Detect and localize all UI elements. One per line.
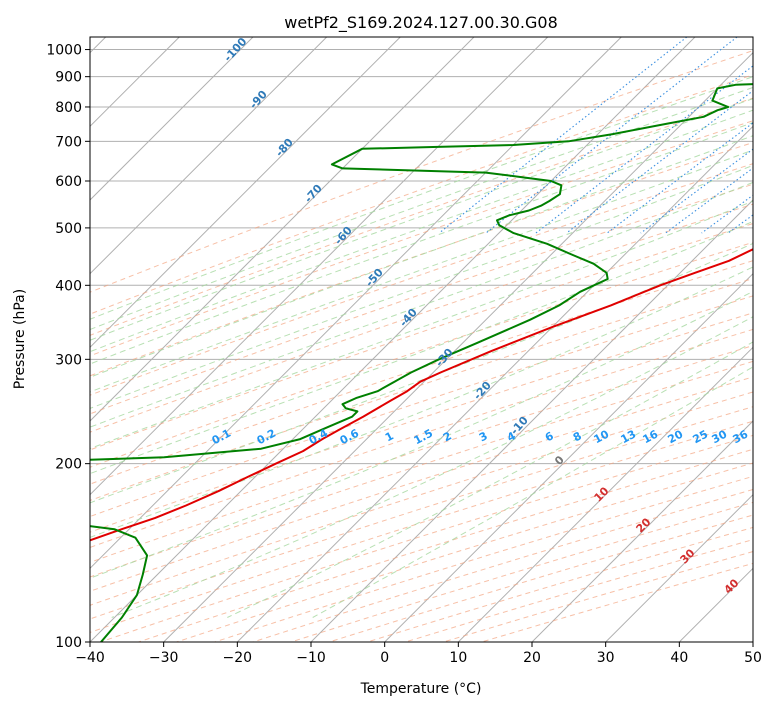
y-tick-label: 800 bbox=[55, 100, 82, 116]
x-tick-label: −30 bbox=[149, 650, 179, 666]
y-tick-label: 400 bbox=[55, 278, 82, 294]
x-tick-label: −40 bbox=[75, 650, 105, 666]
x-tick-label: 0 bbox=[380, 650, 389, 666]
x-tick-label: −10 bbox=[296, 650, 326, 666]
y-tick-label: 1000 bbox=[46, 43, 82, 59]
x-tick-label: 30 bbox=[597, 650, 615, 666]
chart-title: wetPf2_S169.2024.127.00.30.G08 bbox=[284, 13, 558, 33]
y-tick-label: 200 bbox=[55, 457, 82, 473]
y-axis-label: Pressure (hPa) bbox=[12, 289, 28, 389]
y-tick-label: 100 bbox=[55, 635, 82, 651]
y-tick-label: 700 bbox=[55, 134, 82, 150]
y-tick-label: 300 bbox=[55, 352, 82, 368]
x-tick-label: 40 bbox=[670, 650, 688, 666]
y-tick-label: 500 bbox=[55, 221, 82, 237]
x-tick-label: 50 bbox=[744, 650, 762, 666]
x-tick-label: 20 bbox=[523, 650, 541, 666]
y-tick-label: 900 bbox=[55, 70, 82, 86]
x-tick-label: 10 bbox=[449, 650, 467, 666]
y-tick-label: 600 bbox=[55, 174, 82, 190]
x-tick-label: −20 bbox=[223, 650, 253, 666]
x-axis-label: Temperature (°C) bbox=[360, 681, 482, 697]
